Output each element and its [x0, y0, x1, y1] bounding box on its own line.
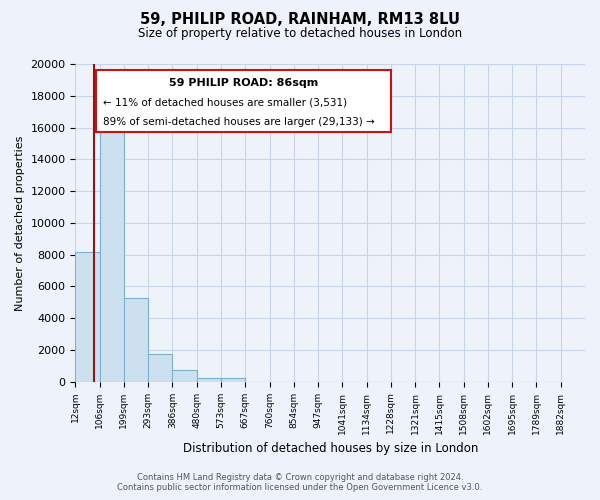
Bar: [100, 120, 124, 382]
Text: ← 11% of detached houses are smaller (3,531): ← 11% of detached houses are smaller (3,…: [103, 98, 347, 108]
Text: Size of property relative to detached houses in London: Size of property relative to detached ho…: [138, 28, 462, 40]
Text: 89% of semi-detached houses are larger (29,133) →: 89% of semi-detached houses are larger (…: [103, 117, 375, 127]
Bar: [172, 370, 197, 382]
FancyBboxPatch shape: [96, 70, 391, 132]
Bar: [221, 378, 245, 382]
Bar: [124, 298, 148, 382]
Text: 59, PHILIP ROAD, RAINHAM, RM13 8LU: 59, PHILIP ROAD, RAINHAM, RM13 8LU: [140, 12, 460, 28]
Y-axis label: Number of detached properties: Number of detached properties: [15, 135, 25, 310]
X-axis label: Distribution of detached houses by size in London: Distribution of detached houses by size …: [182, 442, 478, 455]
Bar: [76, 252, 100, 382]
Text: 59 PHILIP ROAD: 86sqm: 59 PHILIP ROAD: 86sqm: [169, 78, 318, 88]
Text: Contains HM Land Registry data © Crown copyright and database right 2024.
Contai: Contains HM Land Registry data © Crown c…: [118, 473, 482, 492]
Bar: [197, 378, 221, 382]
Bar: [148, 354, 172, 382]
